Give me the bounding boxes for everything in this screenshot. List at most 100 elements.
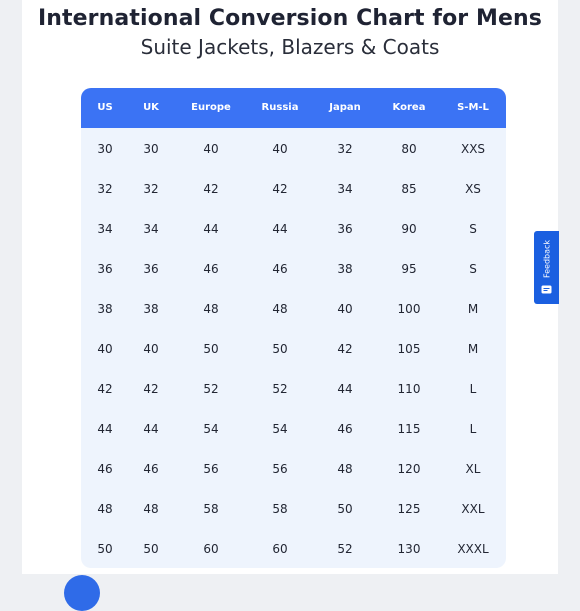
table-cell-sml: L <box>469 422 477 436</box>
table-cell-uk: 38 <box>143 302 159 316</box>
table-cell-korea: 105 <box>397 342 421 356</box>
table-cell-europe: 50 <box>203 342 219 356</box>
table-row: 40 40 50 50 42 105 M <box>81 328 506 368</box>
table-cell-europe: 48 <box>203 302 219 316</box>
table-cell-us: 40 <box>97 342 113 356</box>
table-cell-us: 46 <box>97 462 113 476</box>
table-cell-uk: 42 <box>143 382 159 396</box>
table-cell-europe: 44 <box>203 222 219 236</box>
table-cell-uk: 48 <box>143 502 159 516</box>
table-cell-sml: L <box>469 382 477 396</box>
table-cell-japan: 38 <box>337 262 353 276</box>
table-cell-korea: 85 <box>401 182 417 196</box>
table-cell-europe: 52 <box>203 382 219 396</box>
table-cell-sml: S <box>469 262 477 276</box>
column-header-uk: UK <box>143 102 159 113</box>
table-cell-japan: 46 <box>337 422 353 436</box>
table-cell-korea: 110 <box>397 382 421 396</box>
column-header-us: US <box>97 102 113 113</box>
table-cell-japan: 50 <box>337 502 353 516</box>
column-header-japan: Japan <box>329 102 361 113</box>
column-header-russia: Russia <box>261 102 299 113</box>
table-cell-sml: XL <box>465 462 481 476</box>
table-cell-us: 30 <box>97 142 113 156</box>
table-cell-russia: 42 <box>272 182 288 196</box>
table-row: 32 32 42 42 34 85 XS <box>81 168 506 208</box>
column-header-europe: Europe <box>191 102 231 113</box>
table-cell-uk: 30 <box>143 142 159 156</box>
table-cell-sml: XS <box>465 182 481 196</box>
feedback-label: Feedback <box>542 239 551 279</box>
table-cell-sml: XXL <box>461 502 485 516</box>
table-row: 30 30 40 40 32 80 XXS <box>81 128 506 168</box>
table-cell-russia: 60 <box>272 542 288 556</box>
table-cell-japan: 44 <box>337 382 353 396</box>
table-cell-us: 48 <box>97 502 113 516</box>
table-cell-japan: 32 <box>337 142 353 156</box>
feedback-chat-icon <box>541 285 552 294</box>
table-cell-japan: 34 <box>337 182 353 196</box>
table-row: 44 44 54 54 46 115 L <box>81 408 506 448</box>
table-header-row: US UK Europe Russia Japan Korea S-M-L <box>81 88 506 128</box>
table-row: 42 42 52 52 44 110 L <box>81 368 506 408</box>
table-row: 36 36 46 46 38 95 S <box>81 248 506 288</box>
table-cell-russia: 54 <box>272 422 288 436</box>
table-cell-sml: XXXL <box>457 542 489 556</box>
table-cell-korea: 115 <box>397 422 421 436</box>
table-cell-europe: 58 <box>203 502 219 516</box>
table-cell-korea: 80 <box>401 142 417 156</box>
table-cell-korea: 95 <box>401 262 417 276</box>
table-cell-us: 34 <box>97 222 113 236</box>
table-cell-uk: 46 <box>143 462 159 476</box>
table-body: 30 30 40 40 32 80 XXS 32 32 42 42 34 85 XS 34 34 44 44 36 9… <box>81 128 506 568</box>
page-title: International Conversion Chart for Mens <box>38 6 542 31</box>
feedback-tab[interactable]: Feedback <box>534 231 559 304</box>
table-cell-korea: 120 <box>397 462 421 476</box>
table-cell-uk: 32 <box>143 182 159 196</box>
table-cell-russia: 46 <box>272 262 288 276</box>
table-row: 50 50 60 60 52 130 XXXL <box>81 528 506 568</box>
table-cell-japan: 36 <box>337 222 353 236</box>
table-cell-japan: 52 <box>337 542 353 556</box>
scroll-top-button[interactable] <box>64 575 100 611</box>
table-cell-russia: 56 <box>272 462 288 476</box>
table-cell-us: 50 <box>97 542 113 556</box>
table-cell-japan: 48 <box>337 462 353 476</box>
column-header-sml: S-M-L <box>457 102 489 113</box>
table-cell-russia: 52 <box>272 382 288 396</box>
table-cell-russia: 48 <box>272 302 288 316</box>
table-cell-us: 32 <box>97 182 113 196</box>
table-cell-uk: 44 <box>143 422 159 436</box>
table-row: 38 38 48 48 40 100 M <box>81 288 506 328</box>
table-row: 48 48 58 58 50 125 XXL <box>81 488 506 528</box>
table-cell-japan: 42 <box>337 342 353 356</box>
table-cell-korea: 100 <box>397 302 421 316</box>
table-cell-korea: 130 <box>397 542 421 556</box>
table-cell-sml: M <box>467 342 479 356</box>
page-subtitle: Suite Jackets, Blazers & Coats <box>140 35 440 59</box>
table-cell-europe: 40 <box>203 142 219 156</box>
table-cell-russia: 50 <box>272 342 288 356</box>
table-cell-japan: 40 <box>337 302 353 316</box>
table-cell-us: 36 <box>97 262 113 276</box>
table-cell-us: 42 <box>97 382 113 396</box>
table-cell-uk: 40 <box>143 342 159 356</box>
table-cell-europe: 54 <box>203 422 219 436</box>
table-cell-us: 44 <box>97 422 113 436</box>
table-cell-uk: 36 <box>143 262 159 276</box>
table-row: 46 46 56 56 48 120 XL <box>81 448 506 488</box>
table-cell-uk: 34 <box>143 222 159 236</box>
conversion-table: US UK Europe Russia Japan Korea S-M-L 30… <box>81 88 506 568</box>
table-cell-korea: 125 <box>397 502 421 516</box>
table-row: 34 34 44 44 36 90 S <box>81 208 506 248</box>
table-cell-sml: S <box>469 222 477 236</box>
table-cell-sml: M <box>467 302 479 316</box>
table-cell-us: 38 <box>97 302 113 316</box>
table-cell-europe: 46 <box>203 262 219 276</box>
table-cell-europe: 42 <box>203 182 219 196</box>
table-cell-korea: 90 <box>401 222 417 236</box>
table-cell-russia: 40 <box>272 142 288 156</box>
table-cell-uk: 50 <box>143 542 159 556</box>
table-cell-russia: 58 <box>272 502 288 516</box>
table-cell-europe: 56 <box>203 462 219 476</box>
